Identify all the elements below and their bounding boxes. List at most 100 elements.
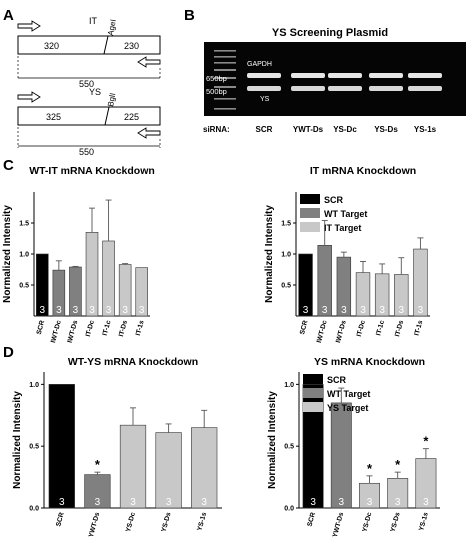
significance-star: * xyxy=(423,434,429,449)
chart-title: WT-IT mRNA Knockdown xyxy=(29,165,155,177)
gel-label-ys: YS xyxy=(260,96,270,103)
x-tick-label-ys-ds: YS-Ds xyxy=(390,512,402,533)
construct-ys-site: BglI xyxy=(106,92,117,107)
lane-label-ywt-ds: YWT-Ds xyxy=(293,125,324,134)
construct-ys-cut xyxy=(104,106,110,126)
gapdh-band xyxy=(369,73,403,78)
gel-title: YS Screening Plasmid xyxy=(272,27,388,39)
gel-bands xyxy=(247,73,442,91)
n-label: 3 xyxy=(418,305,424,316)
chart-title: IT mRNA Knockdown xyxy=(310,165,416,177)
significance-star: * xyxy=(367,461,373,476)
gel-label-gapdh: GAPDH xyxy=(247,61,272,68)
construct-ys-diagram: YS BglI 325 225 550 xyxy=(17,87,161,157)
x-tick-label-it-1s: IT-1s xyxy=(135,320,146,337)
n-label: 3 xyxy=(367,497,373,508)
construct-ys-name: YS xyxy=(89,87,101,97)
x-tick-label-iwt-ds: IWT-Ds xyxy=(67,320,80,344)
n-label: 3 xyxy=(139,305,145,316)
gel-background xyxy=(204,42,466,116)
chart-ys-knockdown: YS mRNA Knockdown Normalized Intensity 0.0… xyxy=(267,356,440,538)
x-tick-label-ywt-ds: YWT-Ds xyxy=(332,512,345,539)
gel-label-500bp: 500bp xyxy=(206,87,227,96)
n-label: 3 xyxy=(395,497,401,508)
bar-ywt-ds xyxy=(330,402,352,509)
legend-swatch-scr xyxy=(300,194,320,204)
x-tick-label-ys-dc: YS-Dc xyxy=(125,512,137,533)
legend-swatch-it-target xyxy=(300,222,320,232)
y-tick-label: 0.0 xyxy=(29,506,39,513)
n-label: 3 xyxy=(310,497,316,508)
n-label: 3 xyxy=(339,497,345,508)
panel-letter-c: C xyxy=(3,157,14,174)
legend-label-ys-target: YS Target xyxy=(327,403,368,413)
ys-band xyxy=(328,86,362,91)
ys-band xyxy=(247,86,281,91)
bar-ys-dc xyxy=(119,424,147,509)
n-label: 3 xyxy=(166,497,172,508)
y-tick-label: 0.5 xyxy=(19,283,29,290)
legend-swatch-wt-target xyxy=(303,388,323,398)
legend-label-wt-target: WT Target xyxy=(327,389,370,399)
construct-it-cut xyxy=(103,35,109,55)
panel-letter-b: B xyxy=(184,7,195,24)
reverse-primer-arrow xyxy=(137,56,161,68)
bar-scr xyxy=(298,253,313,317)
construct-ys-total: 550 xyxy=(79,147,94,157)
chart-wt-ys-knockdown: WT-YS mRNA Knockdown Normalized Intensity… xyxy=(12,356,222,538)
n-label: 3 xyxy=(379,305,385,316)
bar-scr xyxy=(48,384,75,509)
x-tick-label-it-1c: IT-1c xyxy=(375,320,386,337)
ladder-lane xyxy=(214,50,236,110)
gapdh-band xyxy=(291,73,325,78)
n-label: 3 xyxy=(40,305,46,316)
x-tick-label-it-1c: IT-1c xyxy=(102,320,113,337)
ys-band xyxy=(291,86,325,91)
x-tick-label-iwt-dc: IWT-Dc xyxy=(316,320,329,344)
n-label: 3 xyxy=(341,305,347,316)
construct-it-right-len: 230 xyxy=(124,41,139,51)
x-tick-label-scr: SCR xyxy=(307,512,317,528)
chart-wt-it-knockdown: WT-IT mRNA Knockdown Normalized Intensity… xyxy=(2,165,155,344)
n-label: 3 xyxy=(122,305,128,316)
x-tick-label-ys-ds: YS-Ds xyxy=(161,512,173,533)
gel-lane-labels: SCR YWT-Ds YS-Dc YS-Ds YS-1s xyxy=(256,125,437,134)
y-tick-label: 1.0 xyxy=(19,252,29,259)
construct-it-box xyxy=(17,35,161,55)
construct-it-total: 550 xyxy=(79,79,94,89)
x-tick-label-scr: SCR xyxy=(36,320,46,336)
legend-swatch-wt-target xyxy=(300,208,320,218)
y-tick-label: 1.5 xyxy=(19,221,29,228)
n-label: 3 xyxy=(89,305,95,316)
ys-band xyxy=(408,86,442,91)
legend-swatch-ys-target xyxy=(303,402,323,412)
n-label: 3 xyxy=(423,497,429,508)
bar-it-1s xyxy=(135,267,148,317)
x-tick-label-it-1s: IT-1s xyxy=(414,320,425,337)
legend-swatch-scr xyxy=(303,374,323,384)
n-label: 3 xyxy=(73,305,79,316)
x-tick-label-scr: SCR xyxy=(55,512,65,528)
n-label: 3 xyxy=(399,305,405,316)
significance-star: * xyxy=(395,457,401,472)
n-label: 3 xyxy=(130,497,136,508)
construct-ys-left-len: 325 xyxy=(46,112,61,122)
forward-primer-arrow xyxy=(17,91,41,103)
bar-it-dc xyxy=(85,232,99,317)
x-tick-label-it-dc: IT-Dc xyxy=(85,320,96,338)
bar-ys-1s xyxy=(191,427,218,509)
lane-label-scr: SCR xyxy=(256,125,273,134)
x-tick-label-ys-1s: YS-1s xyxy=(196,511,208,531)
x-tick-label-it-ds: IT-Ds xyxy=(394,320,405,338)
y-tick-label: 0.5 xyxy=(281,283,291,290)
gapdh-band xyxy=(328,73,362,78)
y-tick-label: 1.5 xyxy=(281,221,291,228)
x-tick-label-it-ds: IT-Ds xyxy=(118,320,129,338)
n-label: 3 xyxy=(106,305,112,316)
n-label: 3 xyxy=(59,497,65,508)
n-label: 3 xyxy=(95,497,101,508)
construct-it-diagram: IT AgeI 320 230 550 xyxy=(17,16,161,89)
x-tick-label-ywt-ds: YWT-Ds xyxy=(88,512,101,539)
gel-image: GAPDH YS 650bp 500bp xyxy=(204,42,466,116)
bar-ys-ds xyxy=(155,432,182,509)
